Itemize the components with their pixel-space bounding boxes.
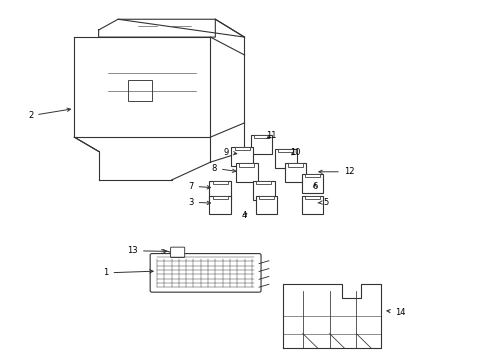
Bar xyxy=(209,181,230,200)
FancyBboxPatch shape xyxy=(150,253,261,292)
Bar xyxy=(301,195,323,215)
Bar xyxy=(253,135,268,138)
Bar xyxy=(287,163,303,167)
Text: 13: 13 xyxy=(127,246,166,255)
Text: 11: 11 xyxy=(265,131,276,140)
Bar xyxy=(239,163,254,167)
Bar xyxy=(255,195,277,215)
Bar xyxy=(127,80,152,102)
Bar xyxy=(275,149,296,168)
Bar xyxy=(253,181,274,200)
Text: 10: 10 xyxy=(290,148,300,157)
Bar xyxy=(301,174,323,193)
Bar xyxy=(285,163,305,182)
Bar xyxy=(212,195,227,199)
Bar xyxy=(236,163,257,182)
Text: 8: 8 xyxy=(211,164,235,173)
Text: 1: 1 xyxy=(103,268,153,277)
Text: 2: 2 xyxy=(28,108,70,120)
Bar xyxy=(250,135,272,154)
Bar xyxy=(212,181,227,184)
Text: 14: 14 xyxy=(386,308,405,317)
Text: 3: 3 xyxy=(188,198,210,207)
Bar xyxy=(231,147,252,166)
Bar xyxy=(258,195,273,199)
Bar xyxy=(256,181,271,184)
Bar xyxy=(209,195,230,215)
Bar xyxy=(305,174,320,177)
FancyBboxPatch shape xyxy=(170,247,184,257)
Bar xyxy=(305,195,320,199)
Bar xyxy=(278,149,293,152)
Text: 5: 5 xyxy=(317,198,328,207)
Text: 12: 12 xyxy=(318,167,354,176)
Text: 4: 4 xyxy=(242,211,246,220)
Text: 9: 9 xyxy=(223,148,236,157)
Text: 7: 7 xyxy=(188,181,210,190)
Text: 6: 6 xyxy=(312,181,317,190)
Bar xyxy=(234,147,249,150)
